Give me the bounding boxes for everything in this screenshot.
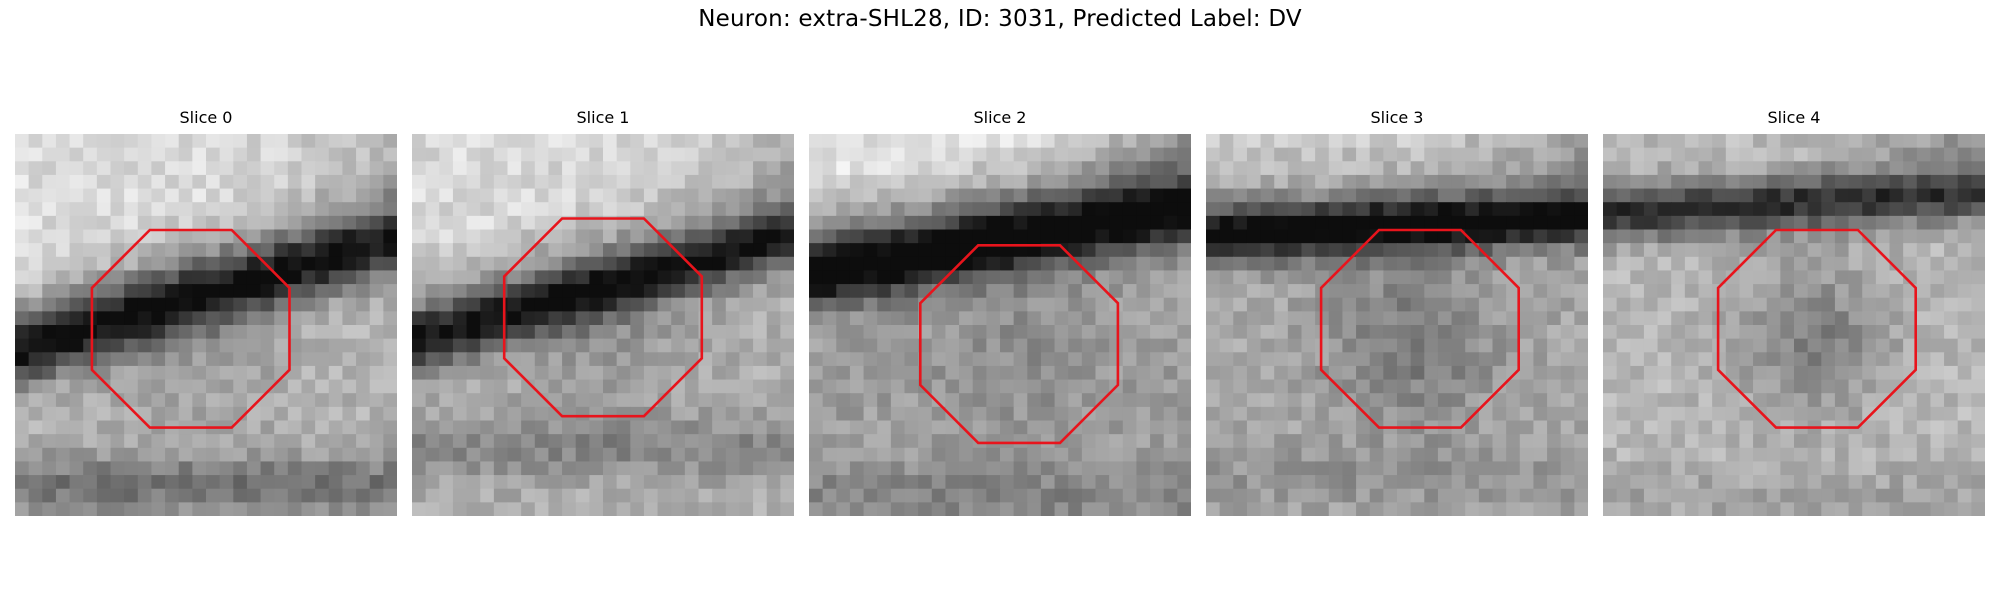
microscopy-slice [1206, 134, 1588, 516]
slice-title: Slice 4 [1767, 108, 1821, 127]
microscopy-slice [15, 134, 397, 516]
roi-octagon-outline [502, 217, 704, 418]
pixel-grid [15, 134, 397, 516]
slice-image [15, 134, 397, 516]
roi-octagon-outline [919, 244, 1120, 445]
microscopy-slice [412, 134, 794, 516]
pixel-grid [1603, 134, 1985, 516]
microscopy-slice [809, 134, 1191, 516]
roi-octagon-outline [90, 228, 291, 429]
pixel-grid [412, 134, 794, 516]
slice-image [1206, 134, 1588, 516]
slice-title: Slice 3 [1370, 108, 1424, 127]
pixel-grid [1206, 134, 1588, 516]
figure-title: Neuron: extra-SHL28, ID: 3031, Predicted… [698, 6, 1302, 32]
pixel-grid [809, 134, 1191, 516]
slice-title: Slice 0 [179, 108, 233, 127]
roi-octagon-outline [1716, 228, 1918, 429]
slice-image [412, 134, 794, 516]
slice-image [809, 134, 1191, 516]
microscopy-slice [1603, 134, 1985, 516]
slice-title: Slice 2 [973, 108, 1027, 127]
slice-image [1603, 134, 1985, 516]
slice-title: Slice 1 [576, 108, 630, 127]
roi-octagon-outline [1319, 228, 1521, 429]
